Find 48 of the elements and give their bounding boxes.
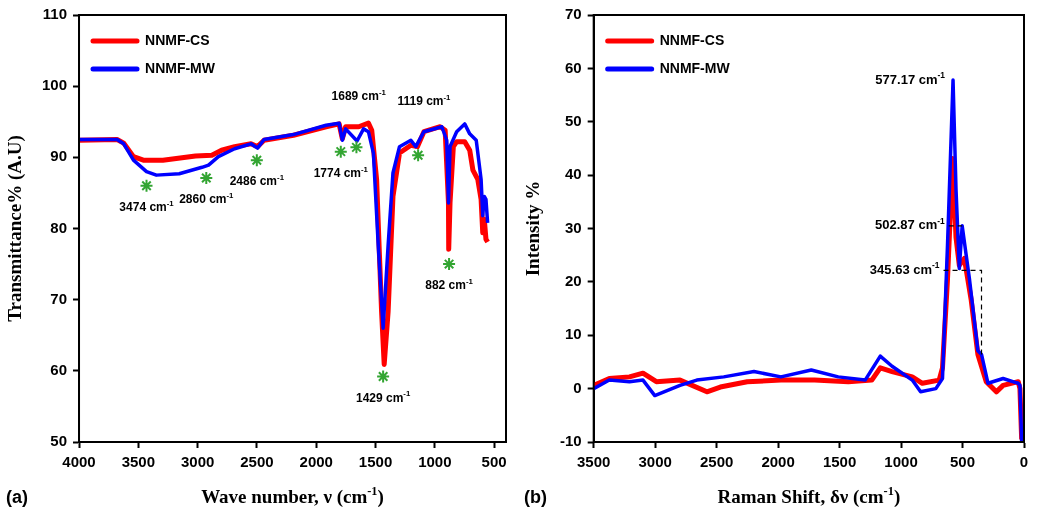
x-tick-label: 3500 — [576, 453, 611, 471]
x-tick-label: 3000 — [180, 453, 215, 471]
legend-label: NNMF-CS — [659, 31, 725, 48]
y-tick-label: 20 — [564, 272, 582, 290]
legend-label: NNMF-CS — [145, 31, 210, 48]
text: (a) — [6, 486, 28, 507]
legend-label: NNMF-MW — [659, 59, 731, 76]
x-tick-label: 500 — [481, 453, 507, 471]
x-tick-label: 2000 — [761, 453, 795, 471]
point — [411, 148, 426, 163]
point — [333, 144, 348, 159]
x-tick-label: 2500 — [240, 453, 274, 471]
point — [249, 153, 264, 168]
x-tick-label: 4000 — [62, 453, 96, 471]
point — [139, 178, 154, 193]
point — [442, 257, 457, 272]
y-tick-label: 40 — [564, 165, 582, 183]
point — [376, 369, 391, 384]
y-tick-label: 80 — [50, 218, 68, 236]
text: (b) — [524, 486, 547, 507]
x-tick-label: 500 — [950, 453, 976, 471]
y-tick-label: 50 — [50, 432, 68, 450]
y-tick-label: 100 — [42, 76, 68, 94]
y-axis-title: Transmittance% (A.U) — [3, 135, 26, 322]
y-tick-label: 50 — [564, 111, 582, 129]
x-tick-label: 2500 — [699, 453, 734, 471]
x-tick-label: 1500 — [822, 453, 857, 471]
x-tick-label: 3500 — [121, 453, 156, 471]
y-tick-label: 110 — [42, 5, 68, 23]
legend-label: NNMF-MW — [145, 59, 216, 76]
y-tick-label: 60 — [564, 58, 582, 76]
y-tick-label: 70 — [50, 289, 68, 307]
y-tick-label: 30 — [564, 218, 582, 236]
point — [199, 170, 214, 185]
x-tick-label: 2000 — [299, 453, 333, 471]
y-tick-label: 0 — [573, 378, 582, 396]
x-tick-label: 1500 — [358, 453, 393, 471]
y-axis-title: Intensity % — [521, 180, 543, 277]
x-tick-label: 1000 — [418, 453, 452, 471]
y-tick-label: 10 — [564, 325, 582, 343]
y-tick-label: 90 — [50, 147, 68, 165]
y-tick-label: 70 — [564, 5, 582, 23]
y-tick-label: 60 — [50, 360, 68, 378]
x-tick-label: 1000 — [884, 453, 918, 471]
x-tick-label: 3000 — [638, 453, 672, 471]
y-tick-label: -10 — [559, 432, 582, 450]
point — [349, 140, 364, 155]
x-tick-label: 0 — [1019, 453, 1029, 471]
